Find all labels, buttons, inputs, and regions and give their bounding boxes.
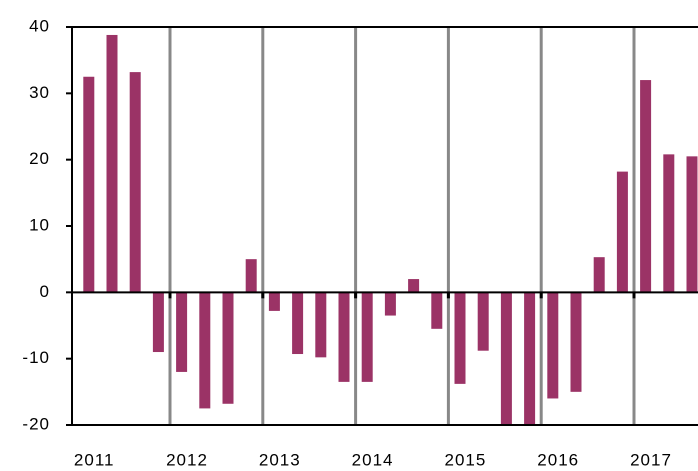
bar <box>663 154 675 293</box>
bar <box>106 34 118 293</box>
bar <box>292 292 304 355</box>
bar <box>616 171 628 293</box>
y-tick-label: 20 <box>29 149 50 168</box>
bar <box>129 72 141 293</box>
bar <box>83 76 95 293</box>
bar <box>315 292 327 358</box>
bar <box>222 292 234 404</box>
bar <box>593 257 605 293</box>
bar <box>245 259 257 293</box>
x-tick-label: 2014 <box>352 450 394 469</box>
bar <box>361 292 373 382</box>
bar <box>408 279 420 293</box>
bar <box>176 292 188 372</box>
bar <box>477 292 489 351</box>
y-tick-label: -10 <box>22 348 50 367</box>
x-tick-label: 2011 <box>74 450 115 469</box>
bar <box>500 292 512 425</box>
y-tick-label: 10 <box>29 215 50 234</box>
bar <box>524 292 536 425</box>
x-tick-label: 2012 <box>166 450 208 469</box>
bar <box>268 292 280 311</box>
plot-area <box>83 27 698 425</box>
bar <box>547 292 559 399</box>
bar <box>640 80 652 293</box>
bar <box>384 292 396 316</box>
y-tick-label: 30 <box>29 83 50 102</box>
x-tick-label: 2016 <box>537 450 579 469</box>
y-tick-label: 0 <box>40 282 50 301</box>
bar <box>199 292 211 409</box>
bar <box>338 292 350 382</box>
bar <box>686 156 698 293</box>
bar <box>570 292 582 392</box>
x-tick-label: 2013 <box>259 450 301 469</box>
bar <box>431 292 443 329</box>
x-tick-label: 2015 <box>444 450 486 469</box>
bar <box>454 292 466 384</box>
x-tick-label: 2017 <box>630 450 672 469</box>
y-tick-label: -20 <box>22 414 50 433</box>
y-tick-label: 40 <box>29 16 50 35</box>
bar <box>152 292 164 353</box>
